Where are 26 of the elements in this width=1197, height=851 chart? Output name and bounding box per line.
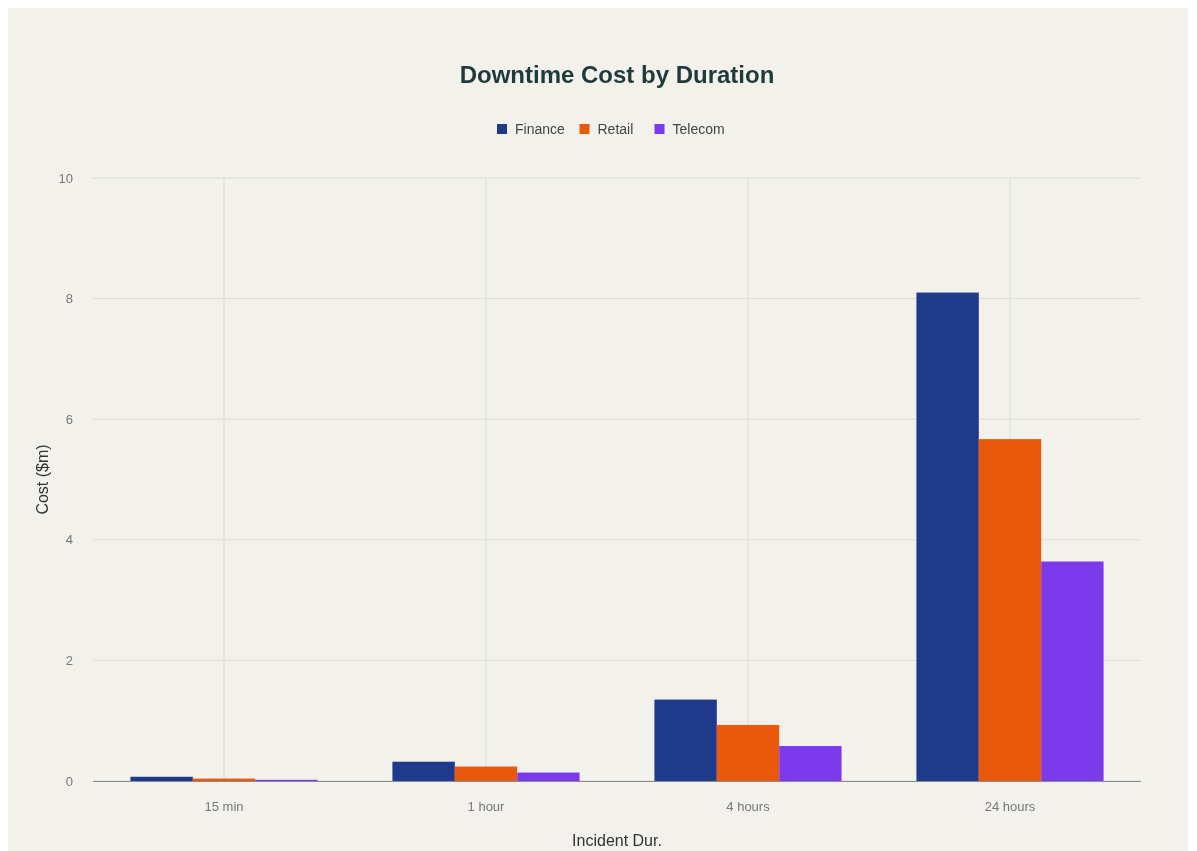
y-tick-label: 2	[65, 652, 73, 668]
y-tick-label: 8	[65, 291, 73, 307]
y-tick-label: 10	[58, 170, 73, 186]
legend-label: Finance	[515, 120, 566, 137]
legend-label: Retail	[597, 120, 634, 137]
chart-title: Downtime Cost by Duration	[459, 61, 775, 88]
bar	[392, 761, 455, 781]
x-tick-label: 1 hour	[467, 799, 506, 814]
x-tick-label: 15 min	[204, 799, 244, 814]
bar	[779, 746, 842, 781]
bar	[454, 766, 518, 781]
y-tick-label: 4	[65, 532, 73, 548]
y-axis-title: Cost ($m)	[34, 444, 51, 515]
y-tick-label: 0	[65, 773, 73, 789]
bar	[716, 724, 780, 781]
bar	[654, 699, 717, 781]
bar	[130, 776, 193, 781]
bar	[517, 772, 580, 781]
bar	[916, 292, 979, 781]
y-tick-label: 6	[65, 411, 73, 427]
x-tick-label: 4 hours	[726, 799, 771, 814]
bar	[1041, 561, 1104, 781]
bar	[978, 439, 1042, 781]
legend-label: Telecom	[672, 120, 725, 137]
x-tick-label: 24 hours	[984, 799, 1036, 814]
x-axis-title: Incident Dur.	[572, 832, 662, 849]
